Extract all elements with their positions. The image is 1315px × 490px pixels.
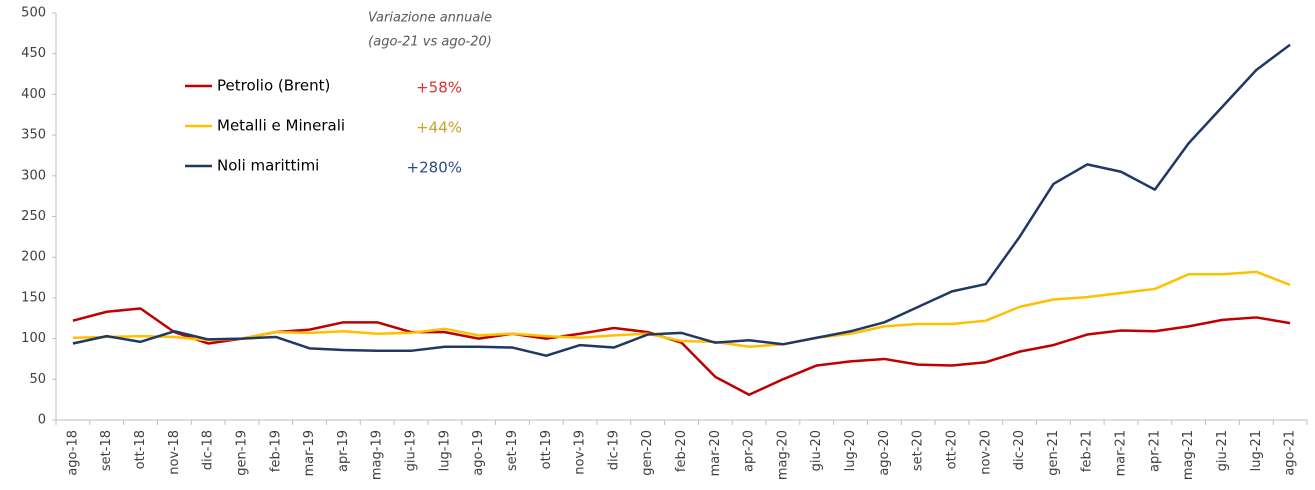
x-tick-label: gen-19 bbox=[234, 430, 249, 476]
x-tick-label: ott-19 bbox=[539, 430, 554, 469]
legend-change: +58% bbox=[416, 79, 462, 97]
x-tick-label: set-20 bbox=[911, 430, 926, 471]
x-tick-label: ott-20 bbox=[944, 430, 959, 469]
x-tick-label: set-18 bbox=[99, 430, 114, 471]
x-tick-label: gen-20 bbox=[640, 430, 655, 476]
y-tick-label: 300 bbox=[21, 168, 46, 183]
x-tick-label: mar-20 bbox=[708, 430, 723, 476]
legend-label: Noli marittimi bbox=[217, 157, 319, 175]
x-tick-label: set-19 bbox=[505, 430, 520, 471]
x-tick-label: giu-19 bbox=[404, 430, 419, 471]
x-tick-label: gen-21 bbox=[1046, 430, 1061, 476]
legend-change: +44% bbox=[416, 119, 462, 137]
x-tick-label: nov-19 bbox=[573, 430, 588, 475]
y-tick-label: 150 bbox=[21, 290, 46, 305]
x-tick-label: mag-21 bbox=[1181, 430, 1196, 480]
x-tick-label: dic-19 bbox=[606, 430, 621, 470]
x-tick-label: mar-21 bbox=[1114, 430, 1129, 476]
x-tick-label: apr-19 bbox=[336, 430, 351, 472]
x-tick-label: mag-19 bbox=[370, 430, 385, 480]
x-tick-label: feb-19 bbox=[268, 430, 283, 472]
x-tick-label: lug-21 bbox=[1249, 430, 1264, 471]
y-tick-label: 0 bbox=[38, 413, 46, 428]
x-tick-label: feb-21 bbox=[1080, 430, 1095, 472]
x-tick-label: mar-19 bbox=[302, 430, 317, 476]
annotation: Variazione annuale bbox=[368, 11, 492, 26]
x-tick-label: lug-20 bbox=[843, 430, 858, 471]
x-tick-label: apr-20 bbox=[742, 430, 757, 472]
legend-label: Petrolio (Brent) bbox=[217, 77, 330, 95]
x-tick-label: ago-20 bbox=[877, 430, 892, 476]
x-tick-label: giu-21 bbox=[1215, 430, 1230, 471]
x-tick-label: lug-19 bbox=[437, 430, 452, 471]
x-tick-label: mag-20 bbox=[775, 430, 790, 480]
y-tick-label: 250 bbox=[21, 209, 46, 224]
line bbox=[72, 43, 1291, 357]
x-tick-label: ago-18 bbox=[65, 430, 80, 476]
y-tick-label: 50 bbox=[29, 372, 46, 387]
x-tick-label: dic-20 bbox=[1012, 430, 1027, 470]
x-tick-label: ago-21 bbox=[1283, 430, 1298, 476]
y-tick-label: 100 bbox=[21, 331, 46, 346]
x-tick-label: giu-20 bbox=[809, 430, 824, 471]
line bbox=[72, 270, 1291, 348]
x-tick-label: feb-20 bbox=[674, 430, 689, 472]
x-tick-label: ago-19 bbox=[471, 430, 486, 476]
x-tick-label: nov-20 bbox=[978, 430, 993, 475]
x-tick-label: ott-18 bbox=[133, 430, 148, 469]
legend-change: +280% bbox=[407, 159, 462, 177]
y-tick-label: 500 bbox=[21, 6, 46, 21]
y-tick-label: 450 bbox=[21, 46, 46, 61]
legend-label: Metalli e Minerali bbox=[217, 117, 345, 135]
y-tick-label: 350 bbox=[21, 128, 46, 143]
x-tick-label: nov-18 bbox=[167, 430, 182, 475]
y-tick-label: 400 bbox=[21, 87, 46, 102]
x-tick-label: apr-21 bbox=[1147, 430, 1162, 472]
x-tick-label: dic-18 bbox=[201, 430, 216, 470]
annotation: (ago-21 vs ago-20) bbox=[368, 35, 492, 50]
y-tick-label: 200 bbox=[21, 250, 46, 265]
line bbox=[72, 307, 1291, 397]
